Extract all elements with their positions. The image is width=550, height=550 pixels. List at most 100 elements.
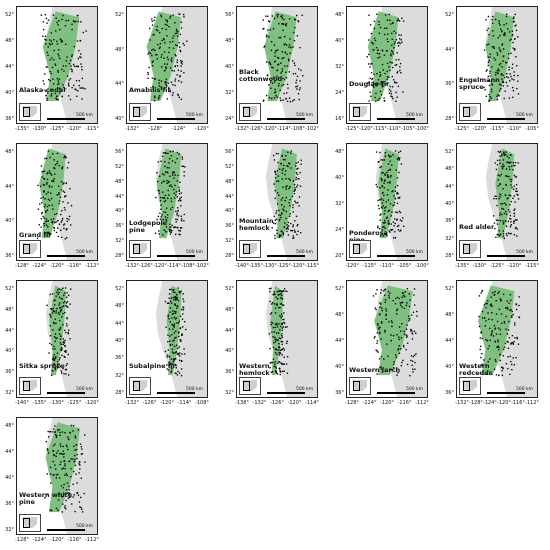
map-frame: Douglas-fir 500 km: [346, 6, 428, 124]
occurrence-point: [503, 24, 505, 26]
occurrence-point: [279, 307, 281, 309]
occurrence-point: [68, 492, 70, 494]
occurrence-point: [262, 100, 265, 102]
occurrence-point: [379, 90, 382, 93]
occurrence-point: [65, 157, 67, 159]
occurrence-point: [66, 363, 68, 365]
occurrence-point: [280, 62, 282, 64]
occurrence-point: [161, 39, 163, 42]
occurrence-point: [162, 191, 164, 193]
occurrence-point: [174, 304, 177, 306]
occurrence-point: [155, 54, 157, 56]
occurrence-point: [278, 306, 280, 309]
occurrence-point: [167, 197, 169, 199]
occurrence-point: [505, 76, 508, 78]
occurrence-point: [269, 290, 271, 293]
occurrence-point: [63, 70, 65, 72]
occurrence-point: [502, 223, 505, 225]
occurrence-point: [498, 159, 501, 161]
occurrence-point: [52, 307, 55, 310]
occurrence-point: [395, 64, 398, 66]
occurrence-point: [491, 22, 494, 25]
occurrence-point: [78, 49, 80, 52]
occurrence-point: [54, 337, 57, 339]
occurrence-point: [516, 65, 518, 67]
occurrence-point: [399, 150, 402, 153]
occurrence-point: [160, 160, 162, 162]
longitude-tick: -130°: [32, 126, 47, 132]
occurrence-point: [177, 370, 179, 373]
occurrence-point: [168, 194, 170, 196]
occurrence-point: [147, 77, 149, 79]
occurrence-point: [58, 288, 60, 290]
scale-bar-line: [377, 118, 415, 120]
occurrence-point: [265, 94, 268, 97]
occurrence-point: [68, 218, 70, 221]
occurrence-point: [387, 176, 389, 179]
occurrence-point: [509, 294, 512, 296]
scale-bar-label: 500 km: [75, 250, 93, 255]
occurrence-point: [285, 186, 287, 188]
occurrence-point: [400, 229, 402, 231]
occurrence-point: [297, 68, 300, 70]
occurrence-point: [506, 175, 509, 178]
occurrence-point: [272, 346, 275, 349]
occurrence-point: [58, 87, 61, 89]
occurrence-point: [50, 93, 53, 95]
inset-extent-box: [243, 381, 250, 391]
occurrence-point: [372, 295, 375, 297]
occurrence-point: [286, 65, 289, 67]
occurrence-point: [53, 335, 56, 338]
occurrence-point: [273, 215, 275, 218]
occurrence-point: [518, 316, 521, 319]
occurrence-point: [396, 191, 399, 194]
latitude-tick: 36°: [115, 355, 124, 362]
occurrence-point: [44, 13, 46, 16]
occurrence-point: [174, 65, 176, 67]
occurrence-point: [388, 321, 390, 323]
occurrence-point: [278, 337, 281, 339]
occurrence-point: [383, 159, 386, 161]
occurrence-point: [171, 348, 174, 351]
occurrence-point: [515, 24, 517, 26]
longitude-tick: -132°: [125, 400, 139, 406]
occurrence-point: [177, 200, 180, 202]
occurrence-point: [375, 100, 377, 102]
occurrence-point: [376, 52, 379, 54]
occurrence-point: [382, 205, 384, 207]
occurrence-point: [508, 209, 510, 211]
occurrence-point: [285, 363, 288, 365]
occurrence-point: [383, 54, 386, 56]
occurrence-point: [61, 68, 63, 71]
occurrence-point: [496, 159, 499, 162]
occurrence-point: [62, 287, 64, 290]
occurrence-point: [502, 220, 504, 222]
occurrence-point: [170, 288, 172, 291]
occurrence-point: [396, 72, 398, 74]
occurrence-point: [60, 343, 62, 346]
occurrence-point: [180, 192, 183, 194]
occurrence-point: [172, 84, 174, 86]
species-label: Red alder: [459, 223, 495, 231]
occurrence-point: [279, 371, 282, 373]
occurrence-point: [170, 229, 172, 231]
occurrence-point: [509, 373, 511, 375]
occurrence-point: [496, 204, 498, 207]
occurrence-point: [286, 92, 288, 94]
occurrence-point: [61, 316, 63, 318]
occurrence-point: [166, 214, 169, 216]
occurrence-point: [49, 335, 52, 337]
occurrence-point: [53, 354, 55, 356]
occurrence-point: [507, 232, 510, 234]
occurrence-point: [511, 315, 513, 317]
occurrence-point: [513, 215, 516, 217]
occurrence-point: [50, 307, 52, 310]
occurrence-point: [174, 296, 176, 298]
occurrence-point: [66, 75, 69, 77]
occurrence-point: [60, 213, 62, 216]
occurrence-point: [503, 165, 505, 167]
occurrence-point: [381, 172, 383, 174]
occurrence-point: [55, 474, 58, 476]
occurrence-point: [169, 150, 172, 153]
occurrence-point: [265, 15, 267, 17]
